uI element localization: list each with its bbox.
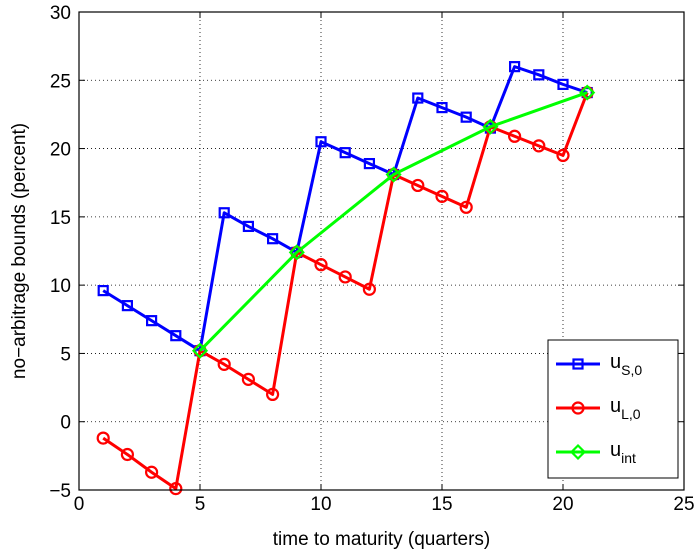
data-point [191,342,209,359]
legend-marker [572,358,584,370]
data-point [532,139,546,153]
series-line [102,92,589,491]
y-tick-label: 0 [60,413,71,434]
x-tick-label: 20 [552,494,573,515]
data-point [460,111,472,123]
legend-label: uL,0 [610,395,641,422]
data-point [482,118,499,135]
data-point [169,482,183,496]
data-point [217,357,231,371]
legend-marker [571,401,585,415]
data-point [339,147,351,159]
data-point [435,189,449,203]
y-tick-label: 20 [50,140,71,161]
x-tick-label: 10 [310,494,331,515]
y-tick-label: 25 [50,71,71,92]
data-point [579,84,596,101]
data-point [338,270,352,284]
data-point [267,233,279,245]
x-tick-label: 25 [673,494,694,515]
x-axis-label: time to maturity (quarters) [273,529,491,550]
data-point [556,148,570,162]
data-point [266,387,280,401]
data-point [314,258,328,272]
legend-label-main: u [610,351,621,373]
x-tick-label: 15 [431,494,452,515]
legend-label: uS,0 [610,351,642,378]
data-point [97,285,109,297]
data-point [533,69,545,81]
plot-frame [78,11,685,491]
data-point [241,372,255,386]
legend-label-sub: int [621,450,636,466]
series-l-0 [96,85,594,496]
x-tick-label: 5 [195,494,206,515]
y-tick-label: 30 [50,3,71,24]
data-point [411,178,425,193]
legend-label-main: u [610,439,621,461]
data-point [218,207,230,219]
data-point [363,157,375,170]
y-tick-label: −5 [49,481,71,502]
legend-label-sub: S,0 [621,362,642,378]
legend-marker [569,443,587,461]
data-point [170,330,182,342]
data-point [288,244,305,261]
data-point [242,220,254,233]
y-tick-label: 15 [50,208,71,229]
data-point [459,200,473,214]
data-point [436,101,448,114]
legend-label-main: u [610,395,621,417]
data-point [146,315,158,327]
data-point [412,92,424,104]
data-point [96,431,110,445]
series-int [191,84,596,359]
data-point [315,136,327,148]
data-point [145,465,159,479]
data-point [507,129,522,143]
legend-entry: uS,0 [556,351,642,378]
legend-label: uint [610,439,636,466]
y-tick-label: 5 [60,344,71,365]
y-tick-label: 10 [50,276,71,297]
data-point [121,300,134,312]
data-point [120,447,135,462]
series-line [102,65,588,353]
y-axis-label: no−arbitrage bounds (percent) [9,123,30,379]
data-point [362,282,376,296]
legend-entry: uL,0 [556,395,641,422]
legend-label-sub: L,0 [621,406,641,422]
x-tick-label: 0 [74,494,85,515]
series-layer [96,61,596,496]
data-point [385,166,402,183]
data-point [557,78,569,90]
data-point [509,61,521,73]
series-line [198,91,588,352]
legend-entry: uint [556,439,636,466]
